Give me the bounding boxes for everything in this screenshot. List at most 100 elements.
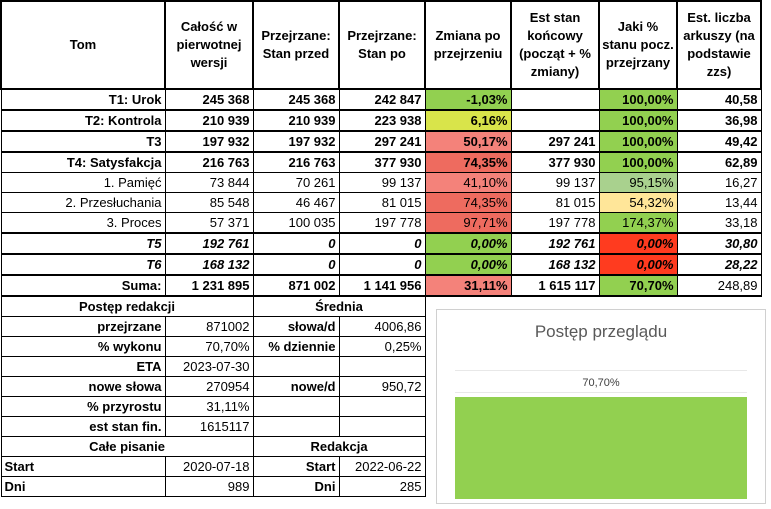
proc-cell[interactable]: 0,00%: [598, 253, 678, 276]
wykonu-value[interactable]: 70,70%: [164, 336, 254, 357]
zmiana-cell[interactable]: 6,16%: [424, 109, 512, 132]
redakcja-dni-value[interactable]: 285: [338, 476, 426, 497]
calosc-cell[interactable]: 73 844: [164, 172, 254, 193]
ark-cell[interactable]: 49,42: [676, 130, 762, 153]
row-name-cell[interactable]: T1: Urok: [0, 88, 166, 111]
przed-cell[interactable]: 197 932: [252, 130, 340, 153]
pisanie-start-label[interactable]: Start: [0, 456, 166, 477]
przejrzane-value[interactable]: 871002: [164, 316, 254, 337]
nowe-slowa-label[interactable]: nowe słowa: [0, 376, 166, 397]
ark-cell[interactable]: 36,98: [676, 109, 762, 132]
zmiana-cell[interactable]: 97,71%: [424, 212, 512, 234]
zmiana-cell[interactable]: 74,35%: [424, 151, 512, 173]
zmiana-cell[interactable]: -1,03%: [424, 88, 512, 111]
po-cell[interactable]: 223 938: [338, 109, 426, 132]
pisanie-dni-value[interactable]: 989: [164, 476, 254, 497]
zmiana-cell[interactable]: 50,17%: [424, 130, 512, 153]
row-name-cell[interactable]: 1. Pamięć: [0, 172, 166, 193]
po-cell[interactable]: 377 930: [338, 151, 426, 173]
proc-cell[interactable]: 0,00%: [598, 232, 678, 255]
proc-cell[interactable]: 100,00%: [598, 151, 678, 173]
proc-cell[interactable]: 54,32%: [598, 192, 678, 213]
przed-cell[interactable]: 871 002: [252, 274, 340, 297]
przed-cell[interactable]: 46 467: [252, 192, 340, 213]
slowa-value[interactable]: 4006,86: [338, 316, 426, 337]
po-cell[interactable]: 1 141 956: [338, 274, 426, 297]
nowe-slowa-value[interactable]: 270954: [164, 376, 254, 397]
zmiana-cell[interactable]: 0,00%: [424, 232, 512, 255]
calosc-cell[interactable]: 57 371: [164, 212, 254, 234]
est-cell[interactable]: 168 132: [510, 253, 600, 276]
calosc-cell[interactable]: 197 932: [164, 130, 254, 153]
empty-cell[interactable]: [338, 416, 426, 437]
est-fin-value[interactable]: 1615117: [164, 416, 254, 437]
dzienne-label[interactable]: % dziennie: [252, 336, 340, 357]
po-cell[interactable]: 0: [338, 232, 426, 255]
empty-cell[interactable]: [338, 396, 426, 417]
est-cell[interactable]: 81 015: [510, 192, 600, 213]
nowe-d-value[interactable]: 950,72: [338, 376, 426, 397]
header-tom[interactable]: Tom: [0, 0, 166, 90]
calosc-cell[interactable]: 1 231 895: [164, 274, 254, 297]
po-cell[interactable]: 0: [338, 253, 426, 276]
proc-cell[interactable]: 100,00%: [598, 130, 678, 153]
est-cell[interactable]: 297 241: [510, 130, 600, 153]
przed-cell[interactable]: 70 261: [252, 172, 340, 193]
proc-cell[interactable]: 100,00%: [598, 109, 678, 132]
header-arkusze[interactable]: Est. liczba arkuszy (na podstawie zzs): [676, 0, 762, 90]
ark-cell[interactable]: 248,89: [676, 274, 762, 297]
przyrost-label[interactable]: % przyrostu: [0, 396, 166, 417]
est-cell[interactable]: [510, 109, 600, 132]
po-cell[interactable]: 242 847: [338, 88, 426, 111]
proc-cell[interactable]: 95,15%: [598, 172, 678, 193]
calosc-cell[interactable]: 216 763: [164, 151, 254, 173]
ark-cell[interactable]: 28,22: [676, 253, 762, 276]
ark-cell[interactable]: 30,80: [676, 232, 762, 255]
header-calosc[interactable]: Całość w pierwotnej wersji: [164, 0, 254, 90]
po-cell[interactable]: 197 778: [338, 212, 426, 234]
header-stan-przed[interactable]: Przejrzane: Stan przed: [252, 0, 340, 90]
eta-label[interactable]: ETA: [0, 356, 166, 377]
slowa-label[interactable]: słowa/d: [252, 316, 340, 337]
redakcja-start-label[interactable]: Start: [252, 456, 340, 477]
zmiana-cell[interactable]: 41,10%: [424, 172, 512, 193]
proc-cell[interactable]: 100,00%: [598, 88, 678, 111]
przed-cell[interactable]: 100 035: [252, 212, 340, 234]
row-name-cell[interactable]: T6: [0, 253, 166, 276]
ark-cell[interactable]: 62,89: [676, 151, 762, 173]
wykonu-label[interactable]: % wykonu: [0, 336, 166, 357]
header-stan-po[interactable]: Przejrzane: Stan po: [338, 0, 426, 90]
przed-cell[interactable]: 0: [252, 253, 340, 276]
po-cell[interactable]: 297 241: [338, 130, 426, 153]
empty-cell[interactable]: [338, 356, 426, 377]
row-name-cell[interactable]: T3: [0, 130, 166, 153]
po-cell[interactable]: 99 137: [338, 172, 426, 193]
empty-cell[interactable]: [252, 416, 340, 437]
przed-cell[interactable]: 245 368: [252, 88, 340, 111]
przed-cell[interactable]: 210 939: [252, 109, 340, 132]
est-fin-label[interactable]: est stan fin.: [0, 416, 166, 437]
est-cell[interactable]: 99 137: [510, 172, 600, 193]
po-cell[interactable]: 81 015: [338, 192, 426, 213]
pisanie-title[interactable]: Całe pisanie: [0, 436, 254, 457]
pisanie-start-value[interactable]: 2020-07-18: [164, 456, 254, 477]
proc-cell[interactable]: 174,37%: [598, 212, 678, 234]
ark-cell[interactable]: 13,44: [676, 192, 762, 213]
redakcja-dni-label[interactable]: Dni: [252, 476, 340, 497]
zmiana-cell[interactable]: 74,35%: [424, 192, 512, 213]
row-name-cell[interactable]: T4: Satysfakcja: [0, 151, 166, 173]
zmiana-cell[interactable]: 0,00%: [424, 253, 512, 276]
redakcja-start-value[interactable]: 2022-06-22: [338, 456, 426, 477]
redakcja-title[interactable]: Redakcja: [252, 436, 426, 457]
row-name-cell[interactable]: 2. Przesłuchania: [0, 192, 166, 213]
nowe-d-label[interactable]: nowe/d: [252, 376, 340, 397]
header-zmiana[interactable]: Zmiana po przejrzeniu: [424, 0, 512, 90]
eta-value[interactable]: 2023-07-30: [164, 356, 254, 377]
pisanie-dni-label[interactable]: Dni: [0, 476, 166, 497]
postep-title[interactable]: Postęp redakcji: [0, 295, 254, 317]
empty-cell[interactable]: [252, 356, 340, 377]
ark-cell[interactable]: 33,18: [676, 212, 762, 234]
przyrost-value[interactable]: 31,11%: [164, 396, 254, 417]
ark-cell[interactable]: 16,27: [676, 172, 762, 193]
przed-cell[interactable]: 216 763: [252, 151, 340, 173]
